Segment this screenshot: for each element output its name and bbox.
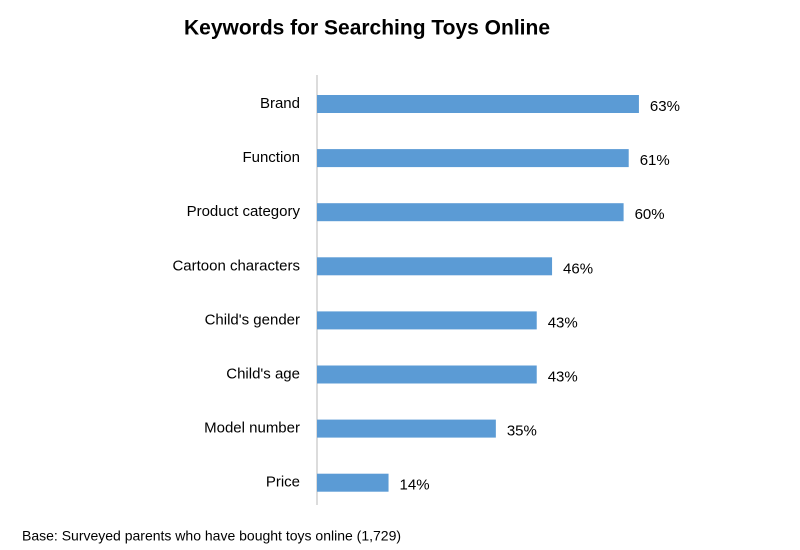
bar [317,419,496,438]
value-label: 61% [640,152,670,169]
value-label: 35% [507,423,537,440]
category-label: Model number [204,420,300,437]
value-label: 63% [650,98,680,115]
chart-title: Keywords for Searching Toys Online [184,17,550,40]
bar [317,311,537,330]
category-label: Price [266,474,300,491]
footnote: Base: Surveyed parents who have bought t… [22,528,401,544]
category-label: Brand [260,95,300,112]
value-label: 43% [548,368,578,385]
bar [317,203,624,222]
bar [317,257,553,276]
category-label: Child's gender [205,311,300,328]
bar [317,365,537,384]
bar [317,149,629,168]
bar [317,95,639,113]
value-label: 14% [400,477,430,494]
value-label: 43% [548,314,578,331]
bar [317,473,389,492]
value-label: 46% [563,260,593,277]
category-label: Cartoon characters [172,257,300,274]
category-label: Child's age [226,365,300,382]
category-label: Product category [187,203,301,220]
value-label: 60% [635,206,665,223]
category-label: Function [242,149,300,166]
